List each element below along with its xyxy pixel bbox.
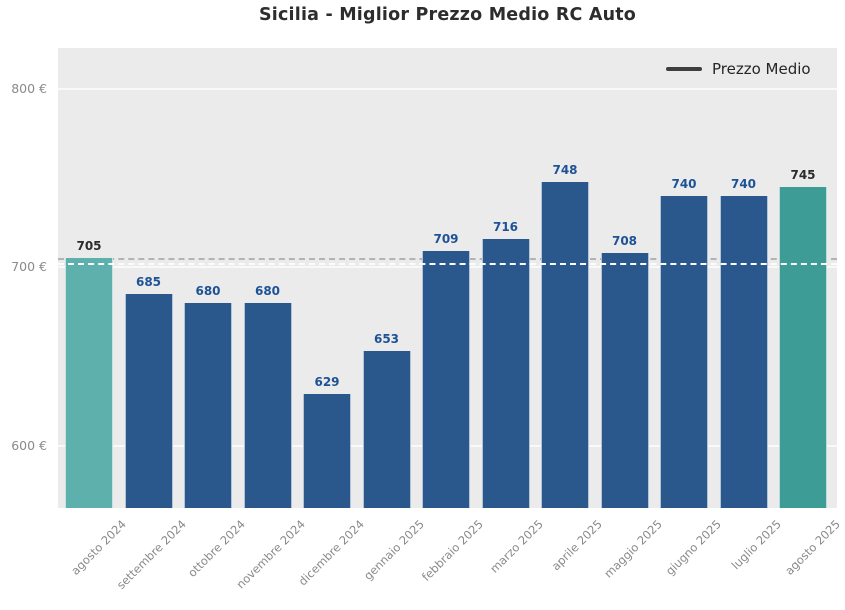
- bar-novembre-2024: [243, 302, 292, 508]
- legend-label: Prezzo Medio: [712, 60, 811, 78]
- chart-title: Sicilia - Miglior Prezzo Medio RC Auto: [258, 5, 637, 25]
- bar-value-label-maggio-2025: 708: [611, 234, 638, 249]
- bar-value-label-giugno-2025: 740: [671, 176, 697, 191]
- bar-marzo-2025: [481, 238, 530, 508]
- bar-value-label-settembre-2024: 685: [135, 275, 162, 290]
- bar-value-label-aprile-2025: 748: [552, 162, 578, 177]
- bar-aprile-2025: [541, 181, 589, 508]
- y-tick-label-600: 600 €: [11, 437, 47, 453]
- y-tick-label-700: 700 €: [11, 259, 47, 275]
- bar-value-label-agosto-2025: 745: [790, 168, 816, 183]
- bar-luglio-2025: [719, 195, 768, 508]
- bar-ottobre-2024: [184, 302, 232, 508]
- bar-dicembre-2024: [303, 393, 351, 508]
- bar-value-label-dicembre-2024: 629: [314, 374, 340, 389]
- bar-febbraio-2025: [422, 251, 470, 508]
- bar-value-label-agosto-2024: 705: [76, 239, 102, 254]
- bar-value-label-marzo-2025: 716: [492, 219, 519, 234]
- bar-maggio-2025: [600, 253, 649, 508]
- bar-settembre-2024: [124, 294, 173, 508]
- bar-value-label-gennaio-2025: 653: [373, 332, 400, 347]
- bar-value-label-ottobre-2024: 680: [195, 283, 221, 298]
- legend: Prezzo Medio: [666, 60, 811, 78]
- bar-value-label-febbraio-2025: 709: [433, 232, 459, 247]
- bar-gennaio-2025: [362, 351, 411, 508]
- bar-agosto-2025: [779, 187, 827, 508]
- bar-giugno-2025: [660, 195, 708, 508]
- y-tick-label-800: 800 €: [11, 81, 47, 96]
- gridline-800: [58, 88, 837, 90]
- reference-line: [58, 262, 837, 265]
- legend-line-swatch: [666, 67, 702, 71]
- bar-agosto-2024: [65, 258, 113, 508]
- bar-value-label-luglio-2025: 740: [730, 176, 757, 191]
- bar-value-label-novembre-2024: 680: [254, 283, 281, 298]
